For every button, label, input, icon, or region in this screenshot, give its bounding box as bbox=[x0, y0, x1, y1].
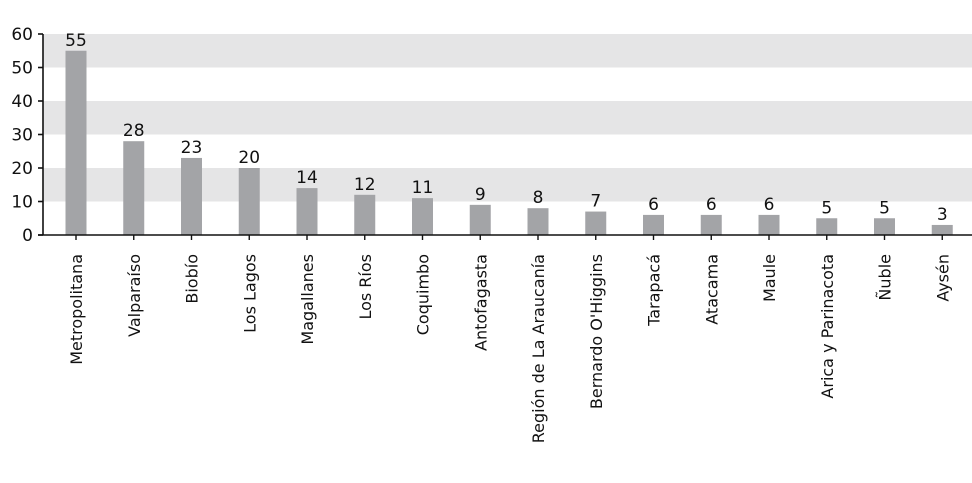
grid-band bbox=[43, 101, 972, 135]
data-label: 28 bbox=[123, 121, 145, 141]
data-label: 8 bbox=[533, 188, 544, 208]
bar bbox=[527, 208, 549, 235]
y-axis: 0 10 20 30 40 50 60 bbox=[11, 25, 44, 246]
data-label: 55 bbox=[65, 31, 87, 51]
bar bbox=[585, 211, 607, 235]
bar bbox=[700, 214, 722, 235]
category-label: Atacama bbox=[702, 254, 721, 325]
category-label: Valparaíso bbox=[125, 254, 144, 337]
data-label: 5 bbox=[821, 198, 832, 218]
x-axis bbox=[38, 234, 972, 240]
bar bbox=[412, 198, 433, 235]
category-label: Bernardo O'Higgins bbox=[587, 254, 606, 409]
category-label: Los Ríos bbox=[356, 254, 375, 320]
y-tick-label: 10 bbox=[11, 193, 33, 213]
category-label: Biobío bbox=[183, 254, 202, 304]
bar bbox=[816, 218, 838, 235]
bar bbox=[354, 194, 376, 235]
y-tick-label: 60 bbox=[11, 25, 33, 45]
category-label: Coquimbo bbox=[414, 254, 433, 335]
category-label: Metropolitana bbox=[67, 254, 86, 365]
data-label: 6 bbox=[764, 195, 775, 215]
data-label: 12 bbox=[354, 175, 376, 195]
bar bbox=[181, 157, 202, 235]
bar bbox=[758, 214, 780, 235]
data-label: 5 bbox=[879, 198, 890, 218]
data-label: 20 bbox=[238, 148, 260, 168]
y-tick-label: 40 bbox=[11, 92, 33, 112]
y-tick-label: 20 bbox=[11, 159, 33, 179]
bar bbox=[123, 141, 145, 235]
y-tick-label: 0 bbox=[22, 226, 33, 246]
data-label: 7 bbox=[590, 192, 601, 212]
data-label: 6 bbox=[648, 195, 659, 215]
y-tick-label: 50 bbox=[11, 59, 33, 79]
category-label: Aysén bbox=[933, 254, 952, 302]
category-label: Región de La Araucanía bbox=[529, 254, 548, 443]
category-label: Maule bbox=[760, 254, 779, 302]
grid-bands bbox=[43, 34, 972, 202]
category-label: Los Lagos bbox=[240, 254, 259, 333]
bar bbox=[238, 168, 260, 235]
data-label: 23 bbox=[181, 138, 203, 158]
bar bbox=[469, 204, 491, 235]
category-label: Arica y Parinacota bbox=[818, 254, 837, 399]
bar bbox=[643, 214, 664, 235]
category-labels: Metropolitana Valparaíso Biobío Los Lagos Ma… bbox=[67, 254, 952, 443]
bars bbox=[65, 50, 953, 235]
category-label: Antofagasta bbox=[471, 254, 490, 351]
data-label: 6 bbox=[706, 195, 717, 215]
bar bbox=[296, 188, 318, 235]
y-tick-label: 30 bbox=[11, 126, 33, 146]
data-label: 14 bbox=[296, 168, 318, 188]
category-label: Tarapacá bbox=[645, 254, 664, 327]
bar bbox=[931, 224, 953, 235]
data-label: 3 bbox=[937, 205, 948, 225]
data-label: 11 bbox=[412, 178, 434, 198]
bar bbox=[874, 218, 895, 235]
grid-band bbox=[43, 34, 972, 68]
bar bbox=[65, 50, 87, 235]
category-label: Ñuble bbox=[876, 254, 895, 301]
data-label: 9 bbox=[475, 185, 486, 205]
category-label: Magallanes bbox=[298, 254, 317, 345]
